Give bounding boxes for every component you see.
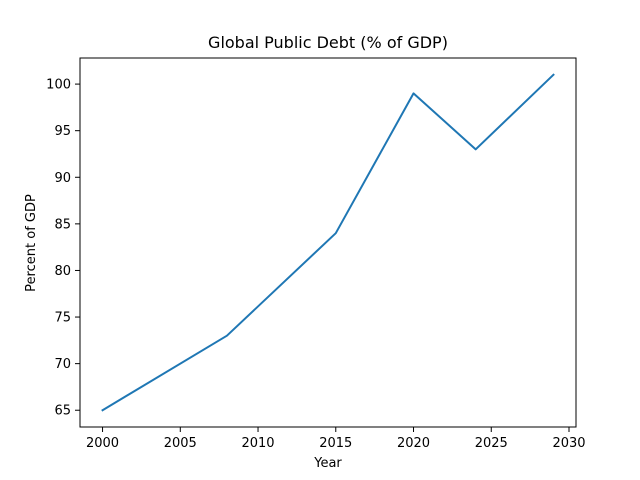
series-layer: [101, 73, 555, 412]
y-tick-label: 90: [54, 171, 71, 186]
x-tick-label: 2030: [552, 436, 585, 451]
tick-labels: 2000 2005 2010 2015 2020 2025 2030 65 70 75 80 85 90…: [46, 78, 585, 451]
x-tick-label: 2020: [397, 436, 430, 451]
y-tick-label: 75: [54, 311, 71, 326]
y-tick-label: 100: [46, 78, 71, 93]
x-tick-label: 2010: [241, 436, 274, 451]
series-line-0: [101, 73, 555, 412]
axis-ticks: [75, 83, 570, 432]
y-tick-label: 70: [54, 357, 71, 372]
axes-frame: [79, 57, 577, 428]
x-tick-label: 2005: [164, 436, 197, 451]
y-axis-label: Percent of GDP: [24, 194, 39, 292]
y-tick-label: 85: [54, 217, 71, 232]
chart-title: Global Public Debt (% of GDP): [208, 33, 448, 52]
y-tick-label: 80: [54, 264, 71, 279]
x-tick-label: 2025: [475, 436, 508, 451]
y-tick-label: 65: [54, 404, 71, 419]
y-tick-label: 95: [54, 124, 71, 139]
x-tick-label: 2015: [319, 436, 352, 451]
x-tick-label: 2000: [86, 436, 119, 451]
x-axis-label: Year: [313, 456, 342, 471]
